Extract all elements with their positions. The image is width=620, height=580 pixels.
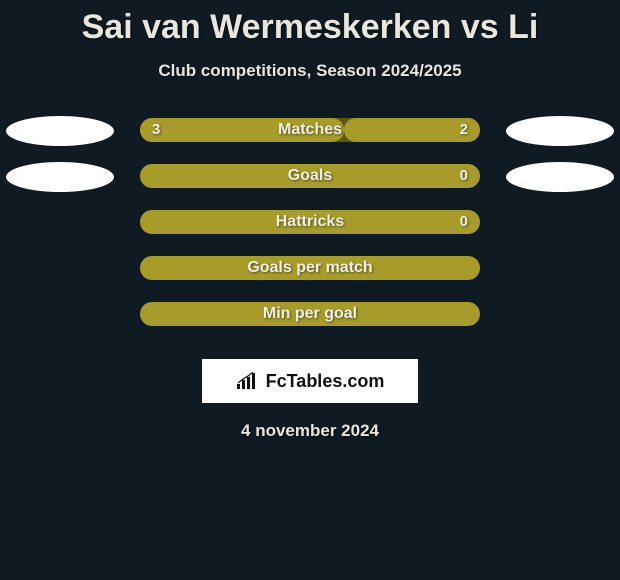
avatar-left bbox=[6, 116, 114, 146]
brand-badge[interactable]: FcTables.com bbox=[202, 359, 418, 403]
stat-label: Goals per match bbox=[247, 259, 372, 277]
brand-text: FcTables.com bbox=[266, 371, 385, 392]
value-left: 3 bbox=[152, 118, 160, 142]
stat-label: Min per goal bbox=[263, 305, 357, 323]
subtitle: Club competitions, Season 2024/2025 bbox=[0, 61, 620, 81]
stat-row: Goals per match bbox=[0, 249, 620, 295]
stat-row: Matches 3 2 bbox=[0, 111, 620, 157]
stat-bar: Hattricks bbox=[140, 210, 480, 234]
date-label: 4 november 2024 bbox=[0, 421, 620, 441]
bar-wrap: Goals 0 bbox=[140, 164, 480, 188]
bar-wrap: Goals per match bbox=[140, 256, 480, 280]
stat-row: Min per goal bbox=[0, 295, 620, 341]
avatar-left bbox=[6, 162, 114, 192]
value-right: 2 bbox=[460, 118, 468, 142]
stat-label: Matches bbox=[278, 121, 342, 139]
bar-chart-icon bbox=[236, 372, 260, 390]
bar-wrap: Hattricks 0 bbox=[140, 210, 480, 234]
stat-row: Hattricks 0 bbox=[0, 203, 620, 249]
bar-wrap: Matches 3 2 bbox=[140, 118, 480, 142]
value-right: 0 bbox=[460, 164, 468, 188]
stat-bar: Goals per match bbox=[140, 256, 480, 280]
page-title: Sai van Wermeskerken vs Li bbox=[0, 0, 620, 47]
stat-bar: Goals bbox=[140, 164, 480, 188]
bar-wrap: Min per goal bbox=[140, 302, 480, 326]
avatar-right bbox=[506, 116, 614, 146]
stat-row: Goals 0 bbox=[0, 157, 620, 203]
value-right: 0 bbox=[460, 210, 468, 234]
stat-bar: Min per goal bbox=[140, 302, 480, 326]
stat-label: Goals bbox=[288, 167, 332, 185]
avatar-right bbox=[506, 162, 614, 192]
stat-label: Hattricks bbox=[276, 213, 344, 231]
comparison-chart: Matches 3 2 Goals 0 Hattricks 0 Goals per match… bbox=[0, 111, 620, 341]
